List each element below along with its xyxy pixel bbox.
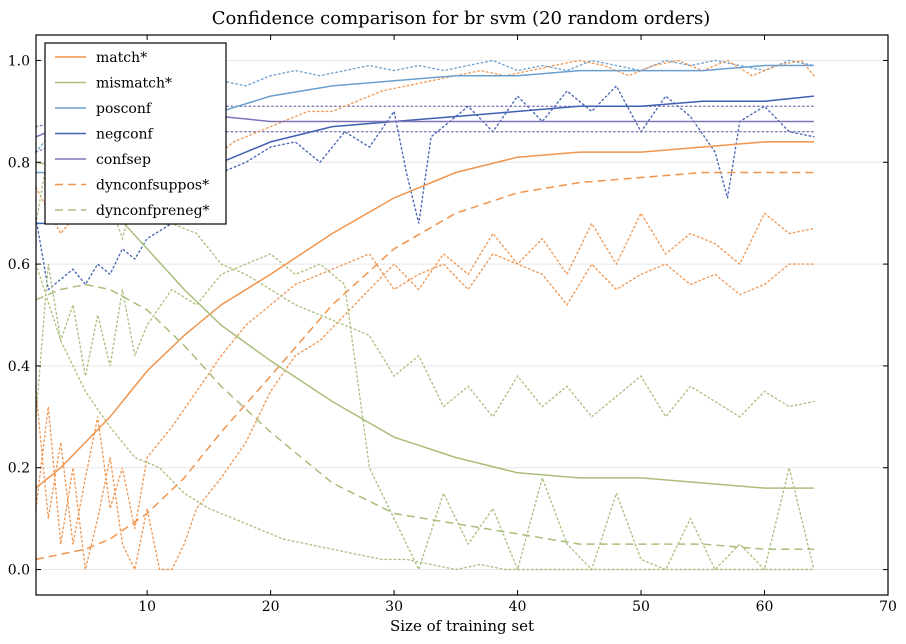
y-tick-label: 0.4 [8,359,30,375]
series-line-dynconfsuppos [35,171,814,561]
legend-label: confsep [96,152,151,168]
x-axis-label: Size of training set [390,617,534,635]
x-tick-label: 30 [385,599,403,615]
y-tick-label: 0.0 [8,563,30,579]
legend-label: mismatch* [96,76,172,92]
y-tick-label: 1.0 [8,53,30,69]
legend-label: posconf [96,101,153,117]
x-tick-label: 20 [262,599,280,615]
y-tick-label: 0.8 [8,155,30,171]
y-tick-label: 0.2 [8,461,30,477]
legend: match* mismatch* posconf negconf confsep dync… [44,42,227,225]
dotted-run-line [35,211,815,572]
x-tick-label: 50 [632,599,650,615]
legend-label: negconf [96,127,155,143]
y-tick-label: 0.6 [8,257,30,273]
legend-label: dynconfpreneg* [96,203,210,219]
x-tick-label: 40 [509,599,527,615]
dotted-run-line [35,253,815,572]
plot-frame [35,34,889,596]
chart-title: Confidence comparison for br svm (20 ran… [212,8,711,29]
dotted-run-line [35,253,815,545]
x-tick-label: 10 [138,599,156,615]
series-line-match [35,141,814,489]
dotted-run-line [35,263,815,571]
legend-label: dynconfsuppos* [96,178,209,194]
series-line-dynconfpreneg [35,283,814,550]
axis-ticks: 0.0 0.2 0.4 0.6 0.8 1.0 10 20 30 40 50 60 70 [8,35,897,615]
x-tick-label: 70 [879,599,897,615]
legend-label: match* [96,50,147,66]
series-layer [35,59,815,572]
x-tick-label: 60 [756,599,774,615]
